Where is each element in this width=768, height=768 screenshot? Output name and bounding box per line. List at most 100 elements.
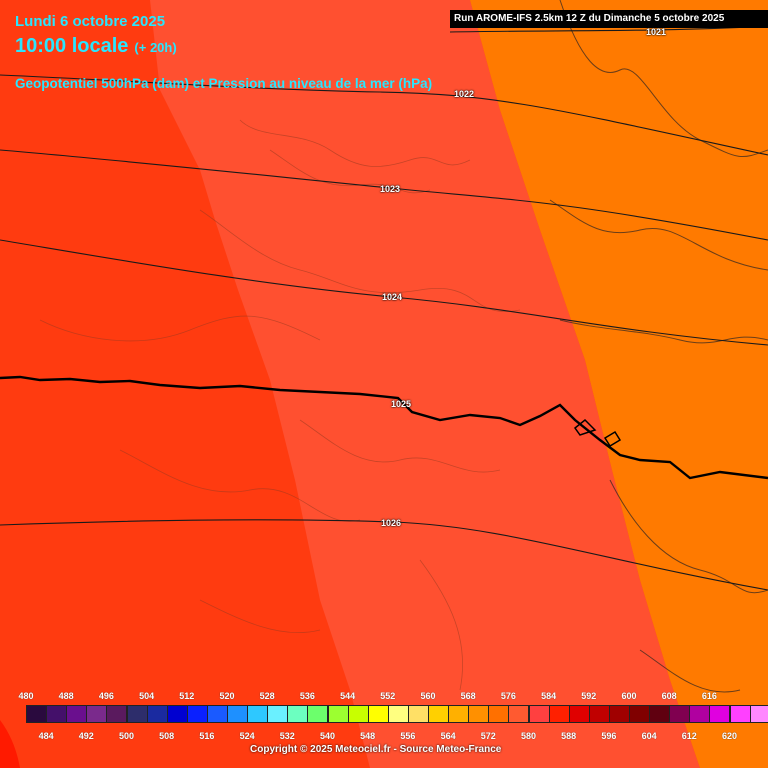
country-borders (549, 0, 768, 693)
legend-swatch (649, 705, 671, 723)
legend-swatch (407, 705, 429, 723)
legend-swatch (568, 705, 590, 723)
field-title: Geopotentiel 500hPa (dam) et Pression au… (15, 76, 433, 91)
legend-swatch (367, 705, 389, 723)
legend-swatch (629, 705, 651, 723)
legend-swatch (588, 705, 610, 723)
legend-swatch (508, 705, 530, 723)
isobar-label-1025: 1025 (390, 399, 412, 409)
lake-outline (573, 418, 597, 436)
legend-swatch (749, 705, 768, 723)
legend-swatch (468, 705, 490, 723)
legend-label-top: 608 (661, 691, 677, 701)
legend-swatch (146, 705, 168, 723)
zone-580 (150, 0, 700, 768)
legend-swatch (106, 705, 128, 723)
legend-swatch (26, 705, 48, 723)
isobar-1024 (0, 239, 768, 346)
legend-label-top: 480 (18, 691, 34, 701)
isobar-label-1021: 1021 (645, 27, 667, 37)
legend-swatch (669, 705, 691, 723)
forecast-time: 10:00 locale (+ 20h) (15, 35, 177, 58)
legend-swatch (287, 705, 309, 723)
legend-label-top: 544 (340, 691, 356, 701)
legend-label-bottom: 612 (681, 731, 697, 741)
legend-label-bottom: 620 (721, 731, 738, 741)
copyright: Copyright © 2025 Meteociel.fr - Source M… (250, 744, 502, 755)
legend-swatch (186, 705, 208, 723)
legend-label-bottom: 604 (641, 731, 657, 741)
legend-label-top: 536 (299, 691, 315, 701)
isobar-1026 (0, 519, 768, 591)
region-borders (39, 119, 521, 691)
legend-label-bottom: 564 (440, 731, 456, 741)
legend-label-bottom: 492 (78, 731, 94, 741)
isobar-label-1023: 1023 (379, 184, 401, 194)
legend-label-top: 488 (58, 691, 74, 701)
legend-swatch (448, 705, 470, 723)
legend-swatch (689, 705, 711, 723)
legend-label-bottom: 540 (319, 731, 336, 741)
isobar-1023 (0, 149, 768, 241)
legend-label-top: 560 (420, 691, 436, 701)
legend-swatch (428, 705, 450, 723)
legend-label-top: 528 (259, 691, 275, 701)
legend-label-top: 512 (179, 691, 195, 701)
lake-outline (603, 430, 622, 448)
legend-swatch (267, 705, 289, 723)
forecast-date: Lundi 6 octobre 2025 (15, 13, 166, 30)
legend-swatch (347, 705, 369, 723)
legend-label-bottom: 524 (239, 731, 255, 741)
legend-label-top: 504 (139, 691, 155, 701)
lead-time: (+ 20h) (134, 40, 177, 55)
legend-swatch (548, 705, 570, 723)
legend-swatch (66, 705, 88, 723)
legend-swatch (166, 705, 188, 723)
isobar-label-1022: 1022 (453, 89, 475, 99)
legend-swatch (247, 705, 269, 723)
forecast-time-value: 10:00 locale (15, 35, 129, 57)
isobar-label-1026: 1026 (380, 518, 402, 528)
legend-label-top: 592 (581, 691, 597, 701)
run-info: Run AROME-IFS 2.5km 12 Z du Dimanche 5 o… (450, 10, 768, 28)
legend-swatch (709, 705, 731, 723)
legend-label-bottom: 532 (279, 731, 295, 741)
legend-swatch (608, 705, 630, 723)
isobar-1025-border (0, 375, 768, 480)
legend-swatch (528, 705, 550, 723)
legend-label-top: 600 (621, 691, 637, 701)
legend-label-top: 616 (701, 691, 717, 701)
legend-swatch (46, 705, 68, 723)
legend-label-bottom: 588 (561, 731, 577, 741)
legend-label-bottom: 580 (520, 731, 537, 741)
legend-label-bottom: 500 (118, 731, 135, 741)
legend-swatch (327, 705, 349, 723)
legend-swatch (227, 705, 249, 723)
legend-swatch (126, 705, 148, 723)
isobar-1022 (0, 74, 768, 156)
legend-swatch (206, 705, 228, 723)
isobar-lines (0, 25, 768, 591)
legend-label-bottom: 596 (601, 731, 617, 741)
legend-swatch (729, 705, 751, 723)
legend-label-top: 552 (380, 691, 396, 701)
legend-label-top: 568 (460, 691, 476, 701)
zone-572-corner (0, 720, 20, 768)
legend-label-bottom: 556 (400, 731, 416, 741)
legend-label-bottom: 484 (38, 731, 54, 741)
legend-swatch (86, 705, 108, 723)
isobar-label-1024: 1024 (381, 292, 403, 302)
legend-label-top: 496 (98, 691, 114, 701)
legend-label-bottom: 508 (159, 731, 175, 741)
legend-label-bottom: 516 (199, 731, 215, 741)
legend-label-bottom: 548 (360, 731, 376, 741)
legend-swatch (488, 705, 510, 723)
legend-label-top: 520 (219, 691, 235, 701)
legend-label-bottom: 572 (480, 731, 496, 741)
legend-swatch (307, 705, 329, 723)
legend-label-top: 576 (500, 691, 516, 701)
legend-label-top: 584 (541, 691, 557, 701)
legend-swatch (387, 705, 409, 723)
